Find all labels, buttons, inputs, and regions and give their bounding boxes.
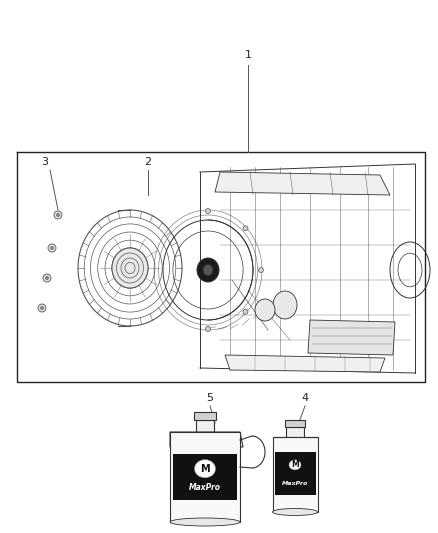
- Bar: [194, 412, 216, 420]
- Ellipse shape: [57, 214, 60, 216]
- Ellipse shape: [170, 518, 240, 526]
- Ellipse shape: [46, 277, 49, 279]
- Ellipse shape: [272, 508, 318, 515]
- Text: 1: 1: [244, 50, 251, 60]
- Bar: [285, 420, 305, 427]
- Ellipse shape: [289, 460, 301, 470]
- Polygon shape: [308, 320, 395, 355]
- Ellipse shape: [40, 306, 43, 310]
- Ellipse shape: [194, 459, 215, 478]
- Ellipse shape: [205, 327, 211, 332]
- Bar: [173, 454, 237, 500]
- Bar: [196, 420, 214, 432]
- Ellipse shape: [243, 226, 248, 231]
- Ellipse shape: [38, 304, 46, 312]
- Ellipse shape: [255, 299, 275, 321]
- Polygon shape: [225, 355, 385, 372]
- Text: M: M: [200, 464, 210, 474]
- Bar: [272, 437, 318, 512]
- Ellipse shape: [258, 268, 264, 272]
- Ellipse shape: [203, 264, 213, 276]
- Text: 3: 3: [42, 157, 49, 167]
- Ellipse shape: [43, 274, 51, 282]
- Ellipse shape: [48, 244, 56, 252]
- Text: 4: 4: [301, 393, 308, 403]
- Text: M: M: [291, 461, 299, 470]
- Text: MaxPro: MaxPro: [282, 481, 308, 486]
- Ellipse shape: [54, 211, 62, 219]
- Bar: [275, 452, 315, 495]
- Ellipse shape: [112, 248, 148, 288]
- Bar: [286, 427, 304, 437]
- Ellipse shape: [197, 258, 219, 282]
- Text: 2: 2: [145, 157, 152, 167]
- Ellipse shape: [243, 309, 248, 314]
- Ellipse shape: [205, 208, 211, 214]
- Polygon shape: [170, 432, 243, 517]
- Text: MaxPro: MaxPro: [189, 482, 221, 491]
- Bar: [170, 432, 240, 522]
- Text: 5: 5: [206, 393, 213, 403]
- Polygon shape: [215, 172, 390, 195]
- Ellipse shape: [273, 291, 297, 319]
- Ellipse shape: [50, 246, 53, 249]
